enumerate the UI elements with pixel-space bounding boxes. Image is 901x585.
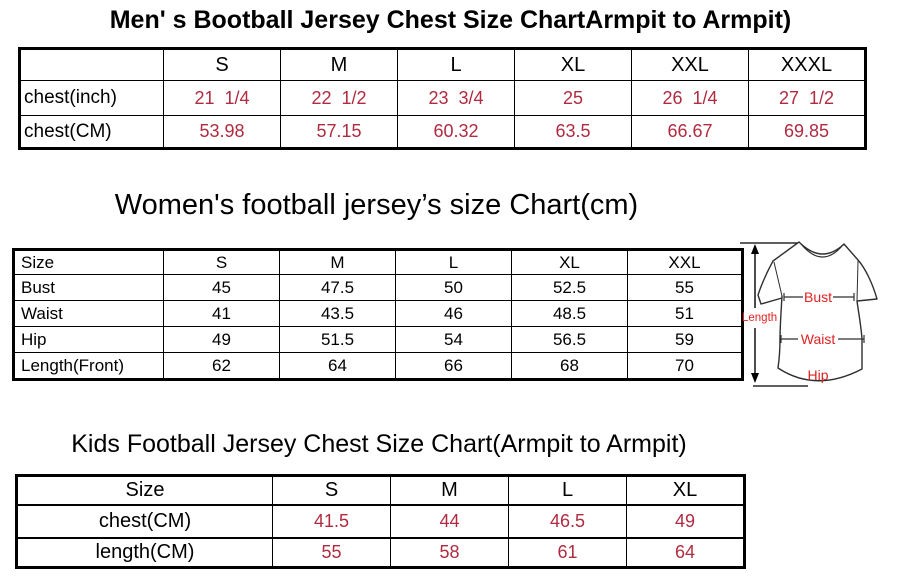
size-value: 57.15: [280, 115, 398, 149]
size-value: 54: [395, 326, 512, 353]
collar-line: [800, 243, 843, 258]
row-label: chest(CM): [19, 115, 164, 149]
size-value: 60.32: [397, 115, 515, 149]
bust-label: Bust: [804, 289, 832, 305]
size-col-header: Size: [16, 474, 273, 506]
size-value: 51: [627, 300, 743, 327]
table-row: Length(Front) 62 64 66 68 70: [13, 352, 743, 380]
size-value: 25: [514, 80, 632, 116]
kids-size-table: Size S M L XL chest(CM) 41.5 44 46.5 49 …: [15, 474, 746, 569]
size-value: 47.5: [279, 274, 396, 301]
hip-label: Hip: [807, 367, 828, 383]
size-value: 69.85: [748, 115, 866, 149]
size-value: 21 1/4: [163, 80, 281, 116]
row-label: chest(inch): [19, 80, 164, 116]
length-label: Length: [742, 312, 777, 324]
size-value: 61: [508, 537, 627, 569]
size-value: 41.5: [272, 504, 391, 539]
size-col-header: S: [163, 249, 280, 275]
size-value: 46.5: [508, 504, 627, 539]
table-row: Waist 41 43.5 46 48.5 51: [13, 300, 743, 327]
size-col-header: M: [390, 474, 509, 506]
womens-size-chart-title: Women's football jersey’s size Chart(cm): [114, 189, 639, 221]
size-col-header: XXL: [627, 249, 743, 275]
length-arrow-icon: [751, 244, 759, 383]
bust-measure-line: [783, 293, 855, 301]
left-seam-line: [773, 261, 783, 297]
size-value: 49: [626, 504, 745, 539]
size-col-header: S: [272, 474, 391, 506]
womens-size-table: Size S M L XL XXL Bust 45 47.5 50 52.5 5…: [12, 248, 744, 381]
row-label: length(CM): [16, 537, 273, 569]
size-value: 51.5: [279, 326, 396, 353]
row-label: Bust: [13, 274, 164, 301]
size-col-header: S: [163, 48, 281, 81]
tshirt-measurement-diagram: Length Bust Waist Hip: [740, 241, 878, 387]
table-row: chest(CM) 53.98 57.15 60.32 63.5 66.67 6…: [19, 115, 866, 149]
womens-header-row: Size S M L XL XXL: [13, 249, 743, 275]
size-value: 59: [627, 326, 743, 353]
kids-header-row: Size S M L XL: [16, 474, 745, 506]
table-row: chest(CM) 41.5 44 46.5 49: [16, 504, 745, 539]
kids-size-chart-title: Kids Football Jersey Chest Size Chart(Ar…: [71, 430, 687, 458]
size-value: 70: [627, 352, 743, 380]
mens-header-row: S M L XL XXL XXXL: [19, 48, 866, 81]
table-row: Hip 49 51.5 54 56.5 59: [13, 326, 743, 353]
size-col-header: XL: [511, 249, 628, 275]
size-value: 26 1/4: [631, 80, 749, 116]
size-col-header: XXXL: [748, 48, 866, 81]
size-col-header: M: [279, 249, 396, 275]
tshirt-icon: [757, 241, 878, 382]
size-value: 23 3/4: [397, 80, 515, 116]
row-label: Waist: [13, 300, 164, 327]
row-label: Length(Front): [13, 352, 164, 380]
size-value: 55: [627, 274, 743, 301]
size-col-header: L: [397, 48, 515, 81]
waist-label: Waist: [801, 331, 836, 347]
size-value: 58: [390, 537, 509, 569]
mens-size-chart-title: Men' s Bootball Jersey Chest Size ChartA…: [109, 6, 792, 34]
mens-size-table: S M L XL XXL XXXL chest(inch) 21 1/4 22 …: [18, 47, 867, 150]
size-value: 53.98: [163, 115, 281, 149]
waist-measure-line: [780, 335, 865, 343]
size-value: 41: [163, 300, 280, 327]
size-value: 45: [163, 274, 280, 301]
size-value: 56.5: [511, 326, 628, 353]
size-value: 64: [626, 537, 745, 569]
row-label: Hip: [13, 326, 164, 353]
size-col-header: L: [395, 249, 512, 275]
size-value: 22 1/2: [280, 80, 398, 116]
size-value: 27 1/2: [748, 80, 866, 116]
size-value: 63.5: [514, 115, 632, 149]
size-value: 66.67: [631, 115, 749, 149]
size-value: 52.5: [511, 274, 628, 301]
size-col-header: M: [280, 48, 398, 81]
size-col-header: XL: [626, 474, 745, 506]
size-value: 55: [272, 537, 391, 569]
size-value: 43.5: [279, 300, 396, 327]
size-value: 62: [163, 352, 280, 380]
size-value: 50: [395, 274, 512, 301]
mens-corner-cell: [19, 48, 164, 81]
size-value: 66: [395, 352, 512, 380]
table-row: length(CM) 55 58 61 64: [16, 537, 745, 569]
size-value: 48.5: [511, 300, 628, 327]
table-row: chest(inch) 21 1/4 22 1/2 23 3/4 25 26 1…: [19, 80, 866, 116]
size-col-header: XXL: [631, 48, 749, 81]
size-value: 68: [511, 352, 628, 380]
size-col-header: XL: [514, 48, 632, 81]
size-value: 46: [395, 300, 512, 327]
size-value: 64: [279, 352, 396, 380]
row-label: chest(CM): [16, 504, 273, 539]
size-col-header: L: [508, 474, 627, 506]
size-value: 44: [390, 504, 509, 539]
size-col-header: Size: [13, 249, 164, 275]
table-row: Bust 45 47.5 50 52.5 55: [13, 274, 743, 301]
right-seam-line: [856, 260, 859, 302]
size-value: 49: [163, 326, 280, 353]
